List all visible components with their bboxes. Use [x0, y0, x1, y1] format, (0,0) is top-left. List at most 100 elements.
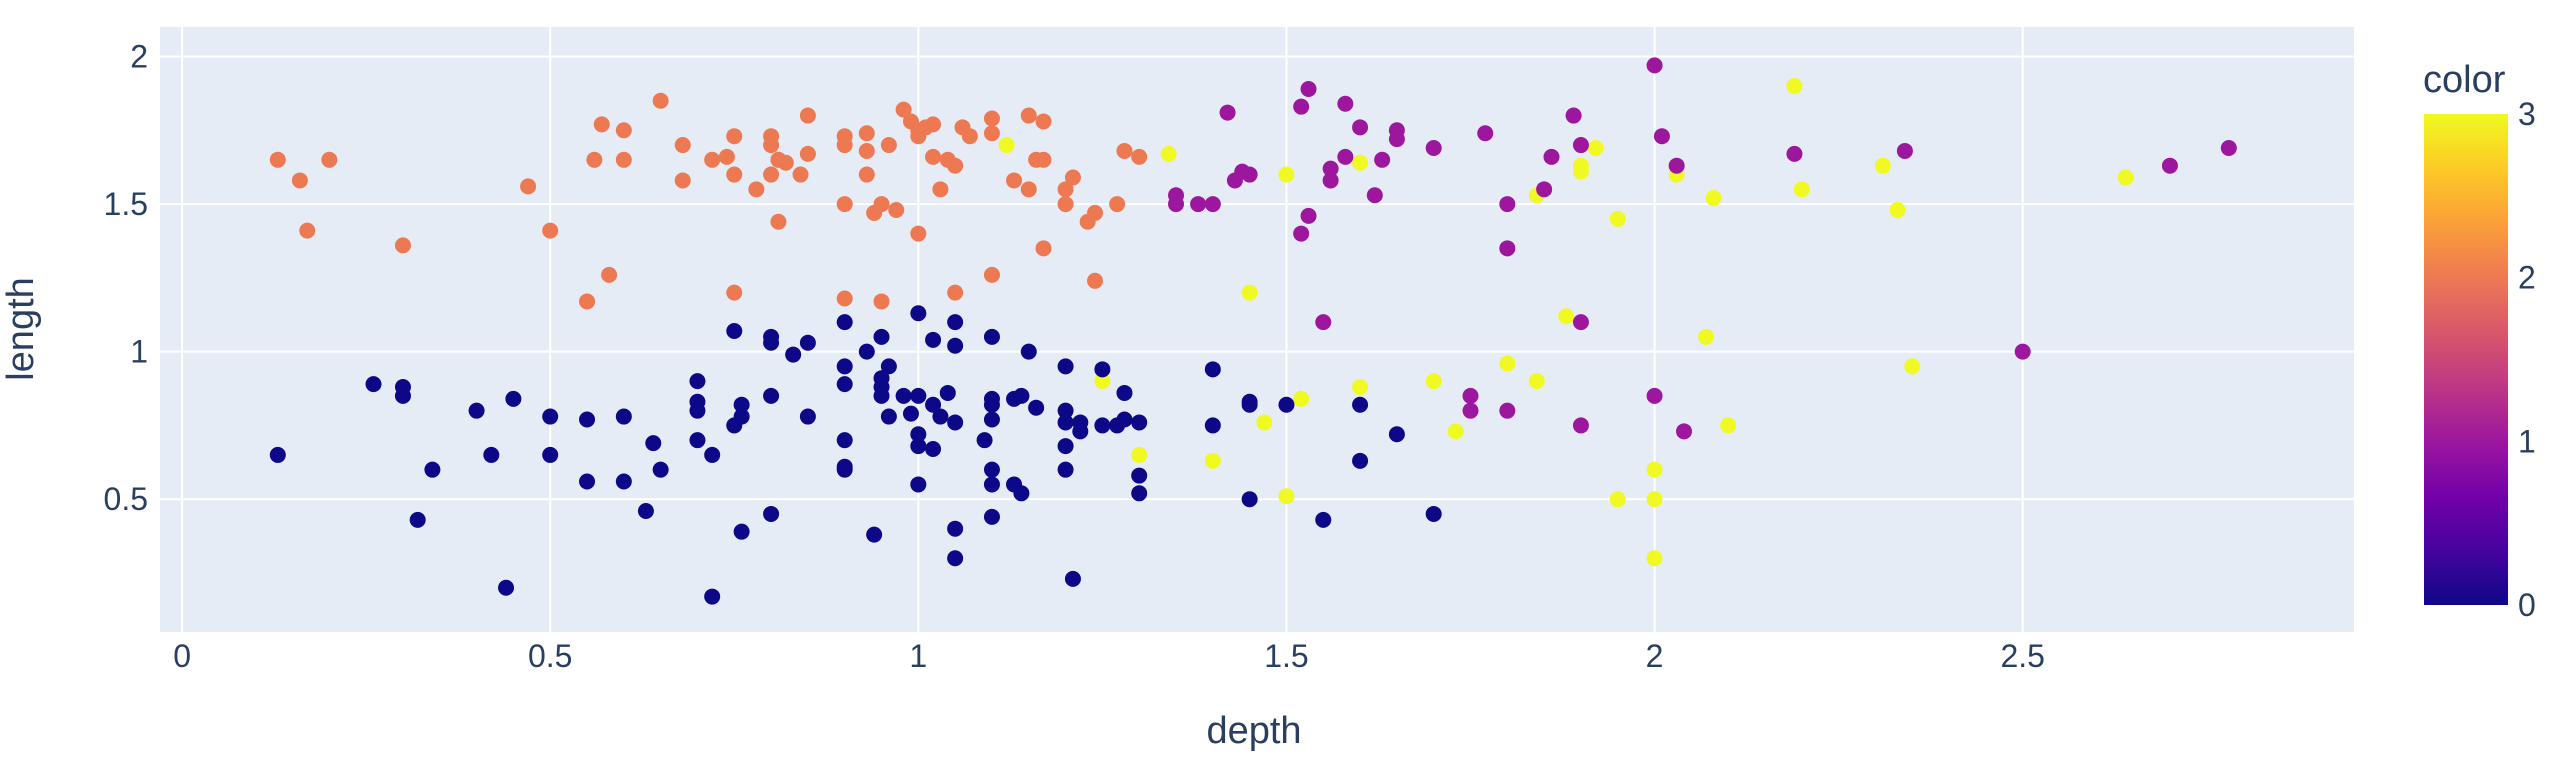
scatter-point: [1035, 151, 1052, 168]
x-tick-label: 2.5: [2000, 638, 2044, 674]
scatter-point: [895, 387, 912, 404]
x-tick-label: 1: [909, 638, 927, 674]
scatter-point: [932, 181, 949, 198]
scatter-point: [763, 166, 780, 183]
scatter-point: [1131, 414, 1148, 431]
scatter-point: [1676, 423, 1693, 440]
scatter-point: [910, 426, 927, 443]
scatter-point: [1204, 196, 1221, 213]
scatter-point: [866, 526, 883, 543]
scatter-point: [1300, 207, 1317, 224]
scatter-point: [939, 384, 956, 401]
scatter-point: [947, 520, 964, 537]
scatter-point: [1035, 113, 1052, 130]
scatter-point: [579, 411, 596, 428]
scatter-point: [763, 505, 780, 522]
scatter-point: [1352, 119, 1369, 136]
scatter-point: [763, 137, 780, 154]
scatter-point: [799, 408, 816, 425]
scatter-point: [1352, 396, 1369, 413]
scatter-point: [652, 92, 669, 109]
scatter-point: [2220, 140, 2237, 156]
scatter-point: [615, 473, 632, 490]
scatter-point: [1241, 284, 1258, 301]
scatter-point: [1064, 570, 1081, 587]
scatter-point: [1462, 402, 1479, 419]
data-points: [269, 57, 2237, 605]
scatter-point: [1013, 485, 1030, 502]
scatter-point: [1499, 402, 1516, 419]
scatter-point: [579, 473, 596, 490]
x-tick-label: 0.5: [528, 638, 572, 674]
scatter-point: [836, 432, 853, 449]
scatter-point: [947, 550, 964, 567]
scatter-point: [505, 390, 522, 407]
scatter-point: [763, 334, 780, 351]
scatter-point: [983, 476, 1000, 493]
y-tick-label: 2: [130, 39, 148, 75]
scatter-point: [836, 290, 853, 307]
scatter-point: [637, 503, 654, 519]
scatter-point: [873, 328, 890, 345]
scatter-point: [1020, 107, 1037, 124]
scatter-point: [836, 196, 853, 213]
scatter-point: [1462, 387, 1479, 404]
scatter-point: [1057, 461, 1074, 478]
scatter-point: [925, 396, 942, 413]
scatter-point: [858, 343, 875, 360]
scatter-point: [1646, 491, 1663, 508]
scatter-point: [726, 284, 743, 301]
scatter-point: [983, 508, 1000, 525]
scatter-point: [1646, 461, 1663, 478]
scatter-point: [895, 101, 912, 118]
scatter-point: [1087, 272, 1104, 289]
scatter-point: [880, 358, 897, 375]
scatter-point: [1006, 172, 1023, 189]
scatter-point: [1160, 145, 1177, 162]
scatter-point: [321, 151, 338, 168]
y-tick-label: 1: [130, 334, 148, 370]
scatter-point: [1447, 423, 1464, 440]
scatter-point: [1057, 196, 1074, 213]
scatter-point: [947, 157, 964, 174]
scatter-point: [1293, 225, 1310, 242]
scatter-point: [947, 314, 964, 331]
scatter-point: [689, 373, 706, 390]
x-axis-title: depth: [1206, 710, 1301, 752]
scatter-point: [704, 151, 721, 168]
scatter-point: [858, 142, 875, 159]
scatter-point: [299, 222, 316, 239]
y-tick-label: 0.5: [104, 481, 148, 517]
scatter-point: [1874, 157, 1891, 174]
scatter-point: [770, 213, 787, 230]
scatter-point: [1116, 142, 1133, 159]
scatter-point: [910, 438, 927, 455]
scatter-point: [799, 334, 816, 351]
scatter-point: [1609, 210, 1626, 227]
scatter-point: [424, 461, 441, 478]
scatter-point: [873, 293, 890, 310]
scatter-point: [1087, 204, 1104, 221]
scatter-point: [593, 116, 610, 133]
scatter-point: [785, 346, 802, 363]
scatter-point: [1094, 417, 1111, 434]
scatter-point: [910, 387, 927, 404]
scatter-point: [615, 122, 632, 139]
scatter-point: [1646, 550, 1663, 567]
scatter-point: [1374, 151, 1391, 168]
scatter-point: [2014, 343, 2031, 360]
y-axis-title: length: [0, 277, 42, 381]
scatter-point: [1889, 201, 1906, 218]
scatter-point: [925, 148, 942, 165]
scatter-point: [998, 137, 1015, 154]
scatter-point: [1241, 396, 1258, 413]
scatter-point: [836, 461, 853, 478]
scatter-point: [961, 128, 978, 145]
scatter-point: [1558, 308, 1575, 325]
scatter-point: [1116, 384, 1133, 401]
scatter-point: [1072, 423, 1089, 440]
scatter-point: [704, 446, 721, 463]
scatter-point: [1131, 446, 1148, 463]
scatter-point: [1793, 181, 1810, 198]
scatter-point: [880, 137, 897, 154]
